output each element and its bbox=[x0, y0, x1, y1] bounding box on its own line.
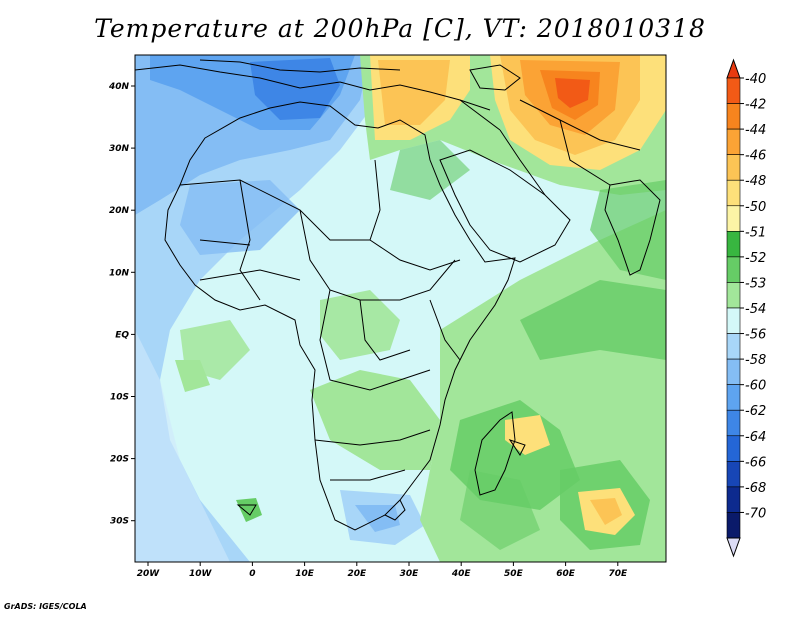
lat-tick-label: 10S bbox=[110, 393, 129, 403]
colorbar-swatch bbox=[726, 512, 741, 539]
lat-tick-label: 20S bbox=[110, 455, 129, 465]
colorbar-bottom-arrow bbox=[726, 537, 741, 558]
colorbar-label: -51 bbox=[745, 225, 766, 240]
lon-tick-label: 40E bbox=[451, 569, 472, 579]
lon-tick-label: 60E bbox=[556, 569, 576, 579]
colorbar-swatch bbox=[726, 103, 741, 130]
map-frame bbox=[134, 54, 667, 563]
lat-tick-label: EQ bbox=[115, 330, 129, 340]
colorbar-swatch bbox=[726, 231, 741, 258]
lon-tick-label: 10E bbox=[295, 569, 315, 579]
lat-tick-label: 40N bbox=[108, 82, 130, 92]
lat-tick-label: 20N bbox=[109, 206, 130, 216]
colorbar-label: -70 bbox=[745, 506, 766, 521]
lon-tick-label: 20E bbox=[347, 569, 367, 579]
colorbar: -40 -42 -44 -46 -48 -50 -51 -52 -53 -54 -56 -58 -60 -… bbox=[726, 58, 766, 558]
colorbar-label: -46 bbox=[745, 149, 766, 164]
colorbar-swatch bbox=[726, 179, 741, 207]
colorbar-label: -44 bbox=[745, 123, 766, 138]
lon-tick-label: 50E bbox=[504, 569, 524, 579]
lon-tick-label: 20W bbox=[137, 569, 161, 579]
colorbar-label: -53 bbox=[745, 276, 766, 291]
colorbar-swatch bbox=[726, 128, 741, 155]
colorbar-swatch bbox=[726, 435, 741, 462]
grads-credit: GrADS: IGES/COLA bbox=[4, 602, 87, 611]
colorbar-label: -66 bbox=[745, 455, 766, 470]
lon-axis: 20W 10W 0 10E 20E 30E 40E 50E 60E 70E bbox=[137, 562, 628, 579]
colorbar-swatch bbox=[726, 77, 741, 104]
colorbar-label: -68 bbox=[745, 481, 766, 496]
colorbar-swatch bbox=[726, 358, 741, 385]
colorbar-swatch bbox=[726, 205, 741, 232]
colorbar-label: -58 bbox=[745, 353, 766, 368]
colorbar-swatch bbox=[726, 256, 741, 283]
temperature-field bbox=[135, 55, 666, 562]
lat-axis: 40N 30N 20N 10N EQ 10S 20S 30S bbox=[108, 82, 135, 527]
lat-tick-label: 30N bbox=[109, 144, 130, 154]
colorbar-swatch bbox=[726, 154, 741, 181]
chart-title: Temperature at 200hPa [C], VT: 201801031… bbox=[94, 14, 706, 43]
colorbar-label: -42 bbox=[745, 98, 766, 113]
colorbar-label: -56 bbox=[745, 328, 766, 343]
lon-tick-label: 0 bbox=[249, 569, 255, 579]
lon-tick-label: 70E bbox=[608, 569, 628, 579]
colorbar-label: -54 bbox=[745, 302, 766, 317]
coastlines bbox=[135, 59, 661, 531]
lat-tick-label: 10N bbox=[109, 268, 130, 278]
colorbar-label: -40 bbox=[745, 72, 766, 87]
colorbar-swatch bbox=[726, 384, 741, 411]
colorbar-swatch bbox=[726, 333, 741, 360]
lat-tick-label: 30S bbox=[110, 517, 129, 527]
lon-tick-label: 30E bbox=[400, 569, 420, 579]
colorbar-label: -48 bbox=[745, 174, 766, 189]
colorbar-label: -64 bbox=[745, 430, 766, 445]
colorbar-label: -60 bbox=[745, 379, 766, 394]
colorbar-label: -62 bbox=[745, 404, 766, 419]
colorbar-swatch bbox=[726, 461, 741, 488]
colorbar-swatch bbox=[726, 409, 741, 437]
colorbar-label: -52 bbox=[745, 251, 766, 266]
colorbar-swatch bbox=[726, 486, 741, 513]
colorbar-swatch bbox=[726, 282, 741, 309]
colorbar-label: -50 bbox=[745, 200, 766, 215]
lon-tick-label: 10W bbox=[189, 569, 213, 579]
colorbar-swatch bbox=[726, 307, 741, 334]
colorbar-top-arrow bbox=[726, 58, 741, 79]
